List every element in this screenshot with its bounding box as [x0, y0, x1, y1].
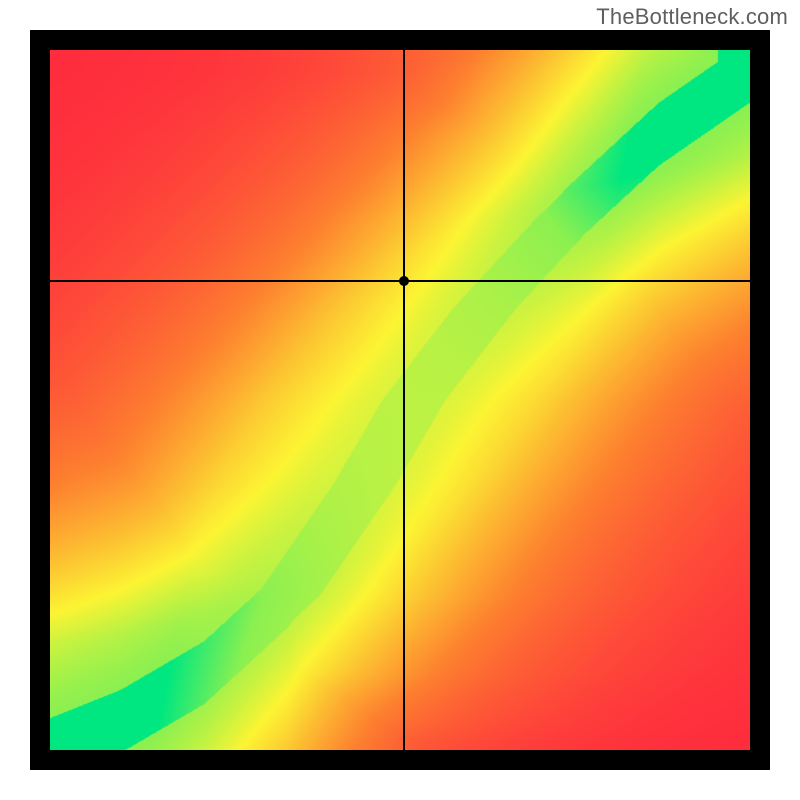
chart-container: TheBottleneck.com — [0, 0, 800, 800]
crosshair-vertical — [403, 50, 405, 750]
crosshair-point — [399, 276, 409, 286]
heatmap-canvas — [50, 50, 750, 750]
watermark-text: TheBottleneck.com — [596, 4, 788, 30]
plot-frame — [30, 30, 770, 770]
